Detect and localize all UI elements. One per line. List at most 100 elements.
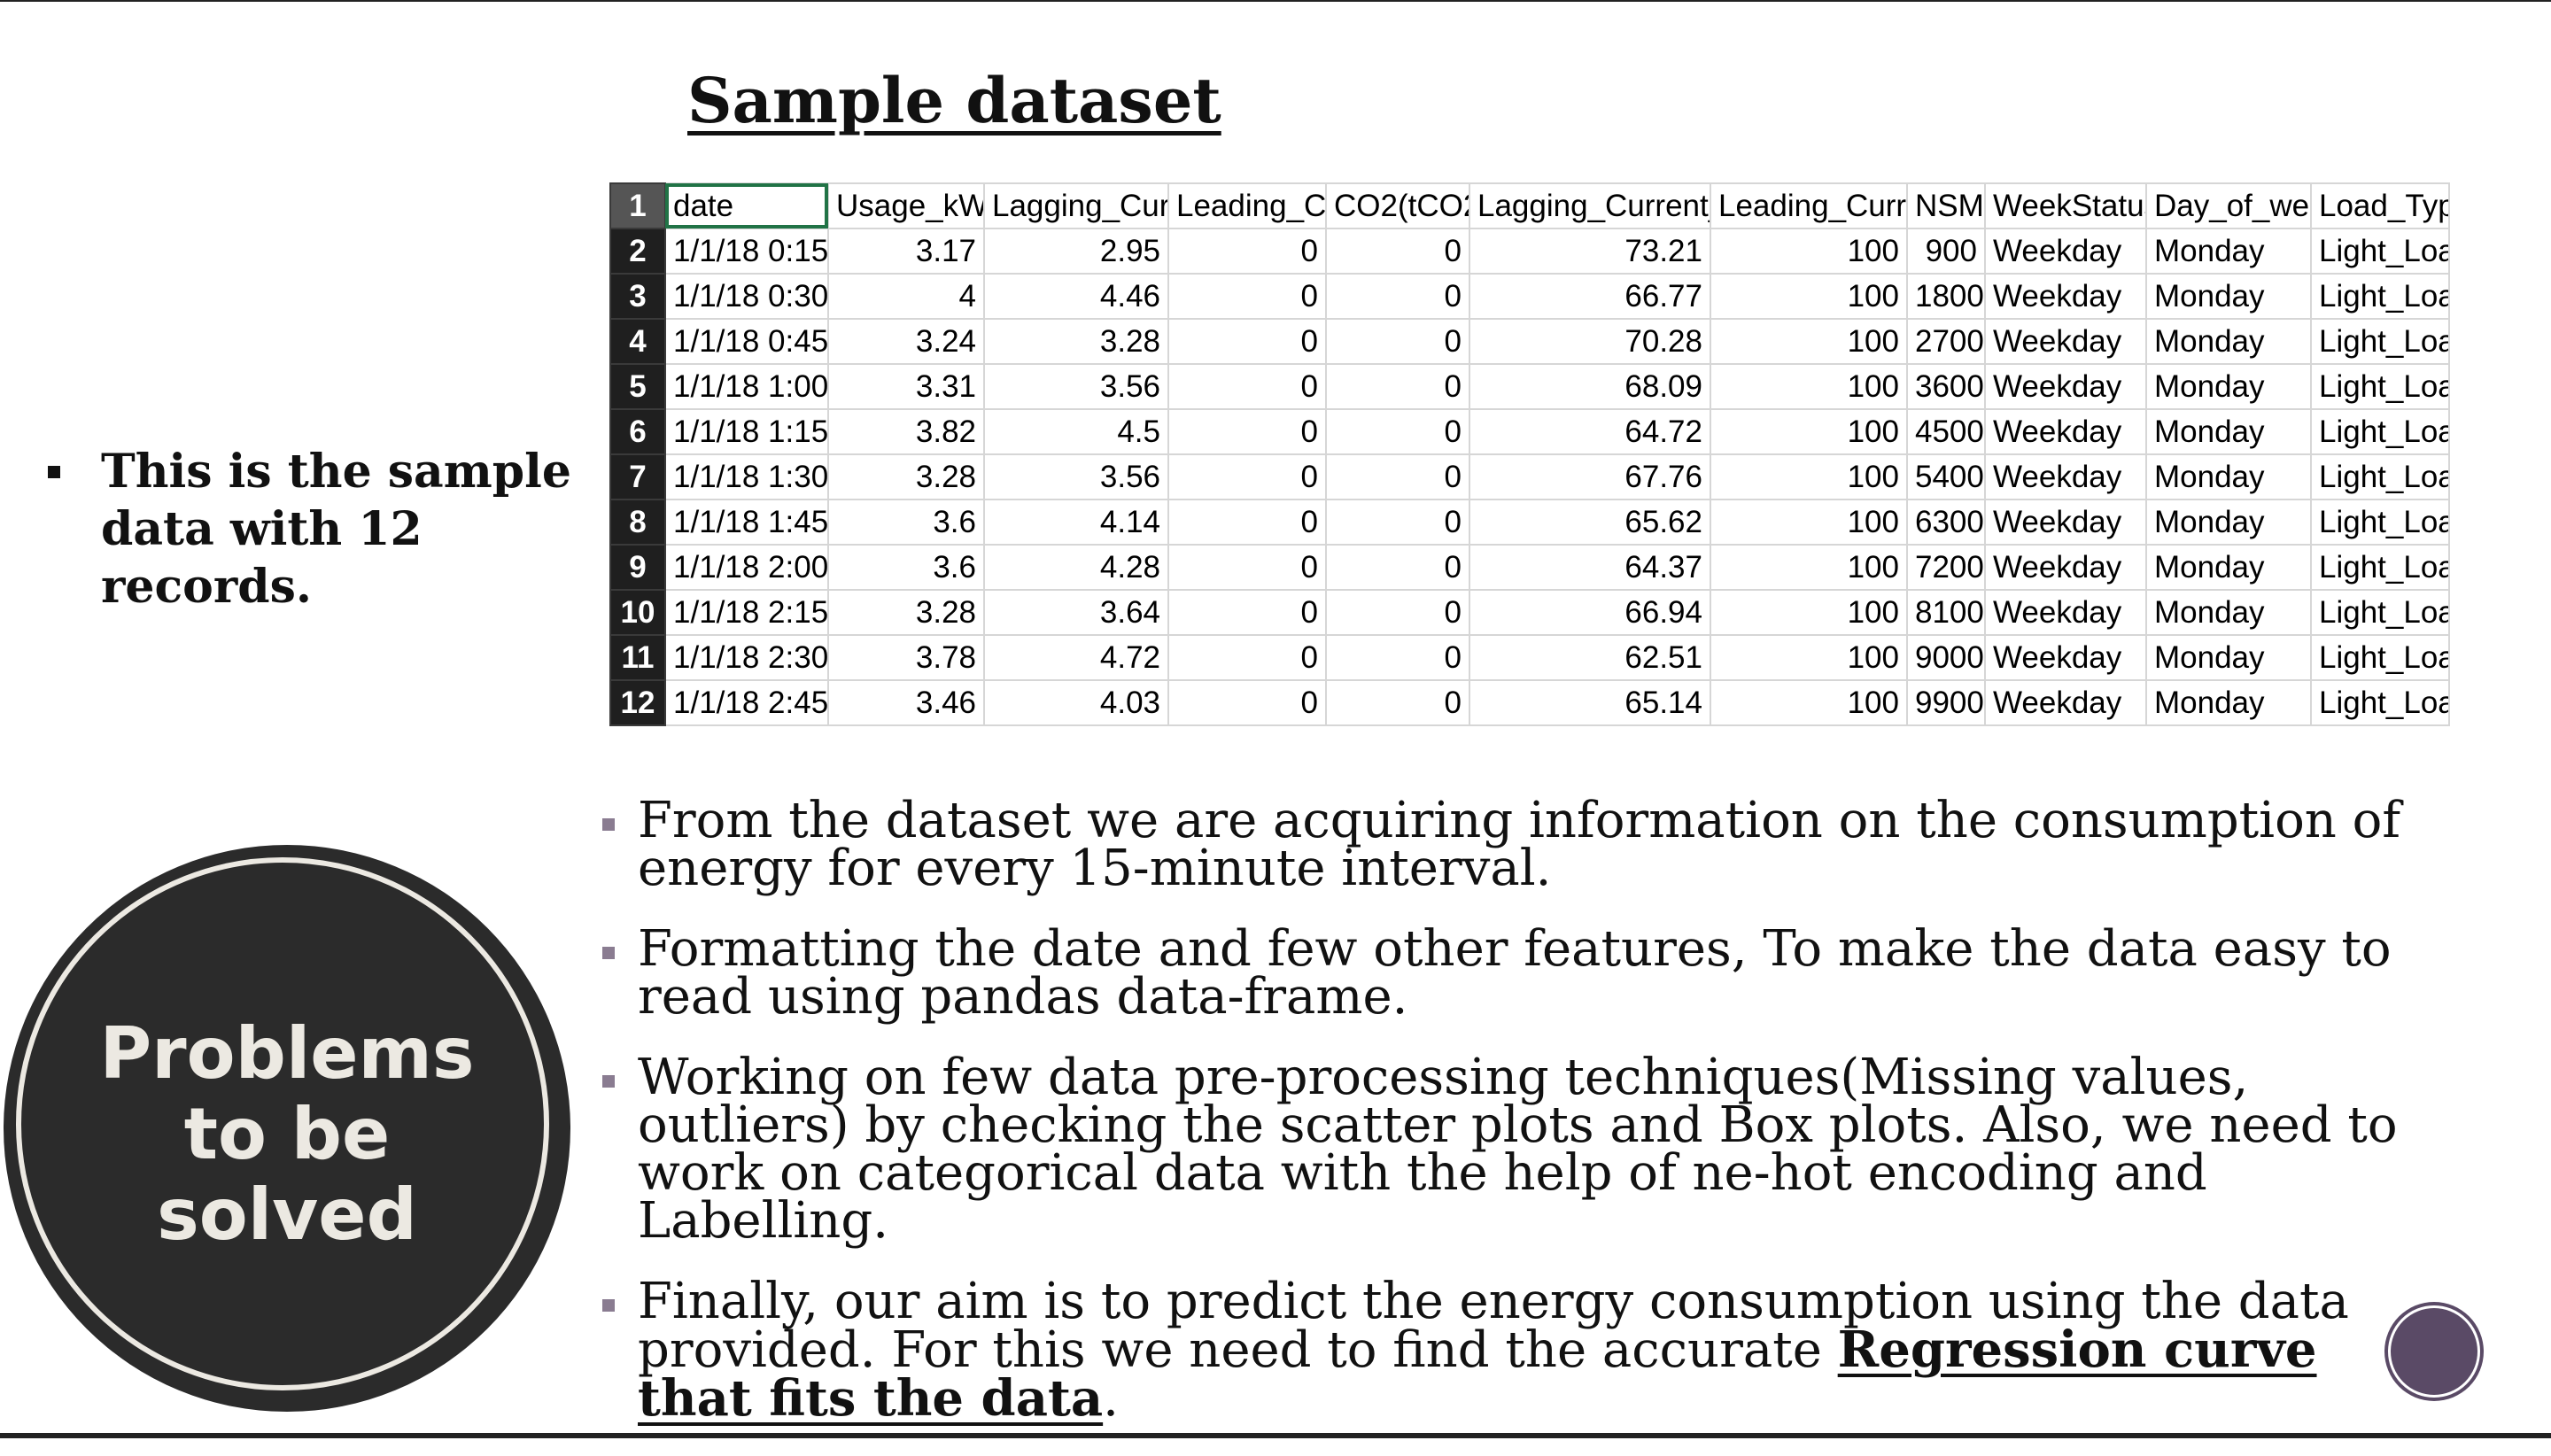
row-number[interactable]: 7 [609, 453, 666, 500]
table-cell[interactable]: 0 [1167, 453, 1327, 500]
table-cell[interactable]: 64.37 [1469, 544, 1711, 591]
row-number[interactable]: 10 [609, 589, 666, 636]
table-cell[interactable]: 3600 [1906, 363, 1986, 410]
table-cell[interactable]: 0 [1325, 634, 1470, 681]
table-cell[interactable]: 4.14 [983, 499, 1169, 546]
table-cell[interactable]: 0 [1325, 544, 1470, 591]
table-cell[interactable]: 62.51 [1469, 634, 1711, 681]
table-cell[interactable]: 67.76 [1469, 453, 1711, 500]
table-cell[interactable]: 0 [1325, 273, 1470, 320]
table-cell[interactable]: 100 [1710, 363, 1908, 410]
table-cell[interactable]: 3.28 [983, 318, 1169, 365]
header-cell[interactable]: date [664, 182, 829, 229]
table-cell[interactable]: Light_Load [2310, 273, 2450, 320]
table-cell[interactable]: 100 [1710, 544, 1908, 591]
row-number[interactable]: 2 [609, 228, 666, 275]
table-cell[interactable]: Light_Load [2310, 363, 2450, 410]
table-cell[interactable]: Weekday [1984, 634, 2147, 681]
row-number[interactable]: 6 [609, 408, 666, 455]
header-cell[interactable]: Lagging_Current_P [1469, 182, 1711, 229]
table-cell[interactable]: 1800 [1906, 273, 1986, 320]
table-cell[interactable]: 3.31 [827, 363, 985, 410]
table-cell[interactable]: Light_Load [2310, 544, 2450, 591]
table-cell[interactable]: 64.72 [1469, 408, 1711, 455]
table-cell[interactable]: Weekday [1984, 318, 2147, 365]
header-cell[interactable]: Lagging_Curre [983, 182, 1169, 229]
header-cell[interactable]: Leading_Cur [1167, 182, 1327, 229]
table-cell[interactable]: 3.28 [827, 589, 985, 636]
row-number[interactable]: 8 [609, 499, 666, 546]
table-cell[interactable]: 1/1/18 1:45 [664, 499, 829, 546]
table-cell[interactable]: Weekday [1984, 589, 2147, 636]
table-cell[interactable]: 100 [1710, 318, 1908, 365]
table-cell[interactable]: Light_Load [2310, 634, 2450, 681]
table-cell[interactable]: 65.62 [1469, 499, 1711, 546]
table-cell[interactable]: Weekday [1984, 453, 2147, 500]
table-cell[interactable]: 3.24 [827, 318, 985, 365]
table-cell[interactable]: Monday [2145, 273, 2312, 320]
table-cell[interactable]: 1/1/18 0:15 [664, 228, 829, 275]
table-cell[interactable]: Monday [2145, 408, 2312, 455]
table-cell[interactable]: 3.56 [983, 453, 1169, 500]
table-cell[interactable]: Weekday [1984, 273, 2147, 320]
table-cell[interactable]: 0 [1167, 273, 1327, 320]
table-cell[interactable]: 5400 [1906, 453, 1986, 500]
table-cell[interactable]: 0 [1167, 679, 1327, 726]
table-cell[interactable]: Monday [2145, 679, 2312, 726]
table-cell[interactable]: 100 [1710, 453, 1908, 500]
table-cell[interactable]: 0 [1167, 318, 1327, 365]
table-cell[interactable]: 8100 [1906, 589, 1986, 636]
table-cell[interactable]: 0 [1167, 228, 1327, 275]
row-number[interactable]: 9 [609, 544, 666, 591]
row-number[interactable]: 3 [609, 273, 666, 320]
table-cell[interactable]: Weekday [1984, 228, 2147, 275]
table-cell[interactable]: 4.5 [983, 408, 1169, 455]
table-cell[interactable]: 3.6 [827, 544, 985, 591]
table-cell[interactable]: Weekday [1984, 408, 2147, 455]
table-cell[interactable]: 1/1/18 0:30 [664, 273, 829, 320]
table-cell[interactable]: 100 [1710, 228, 1908, 275]
table-cell[interactable]: Monday [2145, 499, 2312, 546]
table-cell[interactable]: Light_Load [2310, 408, 2450, 455]
table-cell[interactable]: 3.46 [827, 679, 985, 726]
table-cell[interactable]: 1/1/18 1:30 [664, 453, 829, 500]
table-cell[interactable]: 4.03 [983, 679, 1169, 726]
table-cell[interactable]: 1/1/18 2:15 [664, 589, 829, 636]
table-cell[interactable]: 0 [1325, 228, 1470, 275]
table-cell[interactable]: Light_Load [2310, 499, 2450, 546]
table-cell[interactable]: Weekday [1984, 363, 2147, 410]
table-cell[interactable]: 100 [1710, 589, 1908, 636]
table-cell[interactable]: 9000 [1906, 634, 1986, 681]
table-cell[interactable]: 9900 [1906, 679, 1986, 726]
table-cell[interactable]: 68.09 [1469, 363, 1711, 410]
table-cell[interactable]: 2.95 [983, 228, 1169, 275]
table-cell[interactable]: 7200 [1906, 544, 1986, 591]
table-cell[interactable]: 0 [1325, 453, 1470, 500]
row-number[interactable]: 1 [609, 182, 666, 229]
table-cell[interactable]: 900 [1906, 228, 1986, 275]
table-cell[interactable]: Monday [2145, 228, 2312, 275]
table-cell[interactable]: 3.56 [983, 363, 1169, 410]
row-number[interactable]: 5 [609, 363, 666, 410]
table-cell[interactable]: 0 [1167, 544, 1327, 591]
table-cell[interactable]: 65.14 [1469, 679, 1711, 726]
table-cell[interactable]: Monday [2145, 453, 2312, 500]
table-cell[interactable]: Monday [2145, 363, 2312, 410]
table-cell[interactable]: 0 [1325, 499, 1470, 546]
table-cell[interactable]: 0 [1167, 589, 1327, 636]
table-cell[interactable]: 0 [1325, 318, 1470, 365]
table-cell[interactable]: Light_Load [2310, 453, 2450, 500]
table-cell[interactable]: 0 [1325, 589, 1470, 636]
table-cell[interactable]: 0 [1325, 679, 1470, 726]
table-cell[interactable]: 100 [1710, 408, 1908, 455]
table-cell[interactable]: 100 [1710, 634, 1908, 681]
table-cell[interactable]: Light_Load [2310, 589, 2450, 636]
table-cell[interactable]: 0 [1325, 408, 1470, 455]
row-number[interactable]: 12 [609, 679, 666, 726]
table-cell[interactable]: 4.72 [983, 634, 1169, 681]
table-cell[interactable]: Weekday [1984, 679, 2147, 726]
table-cell[interactable]: 100 [1710, 499, 1908, 546]
table-cell[interactable]: Weekday [1984, 499, 2147, 546]
table-cell[interactable]: 3.78 [827, 634, 985, 681]
header-cell[interactable]: NSM [1906, 182, 1986, 229]
